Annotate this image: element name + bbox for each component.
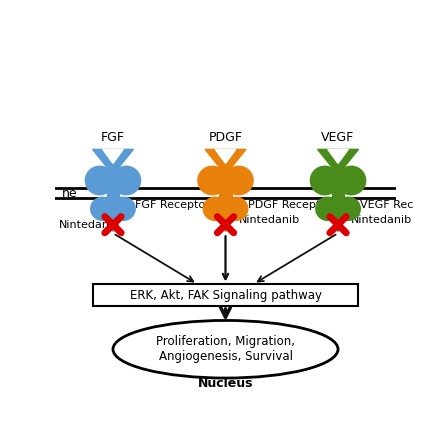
Text: FGF Receptor: FGF Receptor xyxy=(135,200,210,210)
Polygon shape xyxy=(91,181,135,188)
Text: PDGF Receptor: PDGF Receptor xyxy=(248,200,331,210)
Polygon shape xyxy=(211,209,240,215)
Circle shape xyxy=(203,197,227,220)
Polygon shape xyxy=(323,202,353,212)
Circle shape xyxy=(224,197,248,220)
FancyBboxPatch shape xyxy=(92,284,359,306)
Polygon shape xyxy=(318,149,359,175)
Circle shape xyxy=(85,166,114,195)
Text: Nintedanib: Nintedanib xyxy=(59,220,120,230)
Text: Angiogenesis, Survival: Angiogenesis, Survival xyxy=(158,350,293,363)
Circle shape xyxy=(112,197,135,220)
Circle shape xyxy=(112,166,141,195)
Circle shape xyxy=(337,197,360,220)
Ellipse shape xyxy=(113,320,338,378)
Polygon shape xyxy=(323,209,353,215)
Text: ERK, Akt, FAK Signaling pathway: ERK, Akt, FAK Signaling pathway xyxy=(129,289,322,301)
Circle shape xyxy=(198,166,227,195)
Circle shape xyxy=(316,197,339,220)
Polygon shape xyxy=(328,149,348,163)
Polygon shape xyxy=(92,149,133,175)
Polygon shape xyxy=(215,149,236,163)
Polygon shape xyxy=(220,188,231,202)
Polygon shape xyxy=(107,188,119,202)
Polygon shape xyxy=(203,181,248,188)
Circle shape xyxy=(224,166,253,195)
Polygon shape xyxy=(205,149,246,175)
Text: FGF: FGF xyxy=(101,131,125,144)
Circle shape xyxy=(337,166,366,195)
Polygon shape xyxy=(106,215,121,231)
Polygon shape xyxy=(316,181,360,188)
Text: Nintedanib: Nintedanib xyxy=(351,215,412,225)
Text: Proliferation, Migration,: Proliferation, Migration, xyxy=(156,335,295,348)
Polygon shape xyxy=(103,149,123,163)
Text: VEGF Rec: VEGF Rec xyxy=(360,200,414,210)
Polygon shape xyxy=(98,209,128,215)
Circle shape xyxy=(310,166,339,195)
Text: ne: ne xyxy=(62,187,77,200)
Text: VEGF: VEGF xyxy=(321,131,355,144)
Polygon shape xyxy=(218,215,233,231)
Polygon shape xyxy=(332,188,344,202)
Polygon shape xyxy=(211,202,240,212)
Text: PDGF: PDGF xyxy=(209,131,242,144)
Text: Nucleus: Nucleus xyxy=(198,377,253,390)
Polygon shape xyxy=(330,215,345,231)
Circle shape xyxy=(91,197,114,220)
Text: Nintedanib: Nintedanib xyxy=(238,215,300,225)
Polygon shape xyxy=(98,202,128,212)
